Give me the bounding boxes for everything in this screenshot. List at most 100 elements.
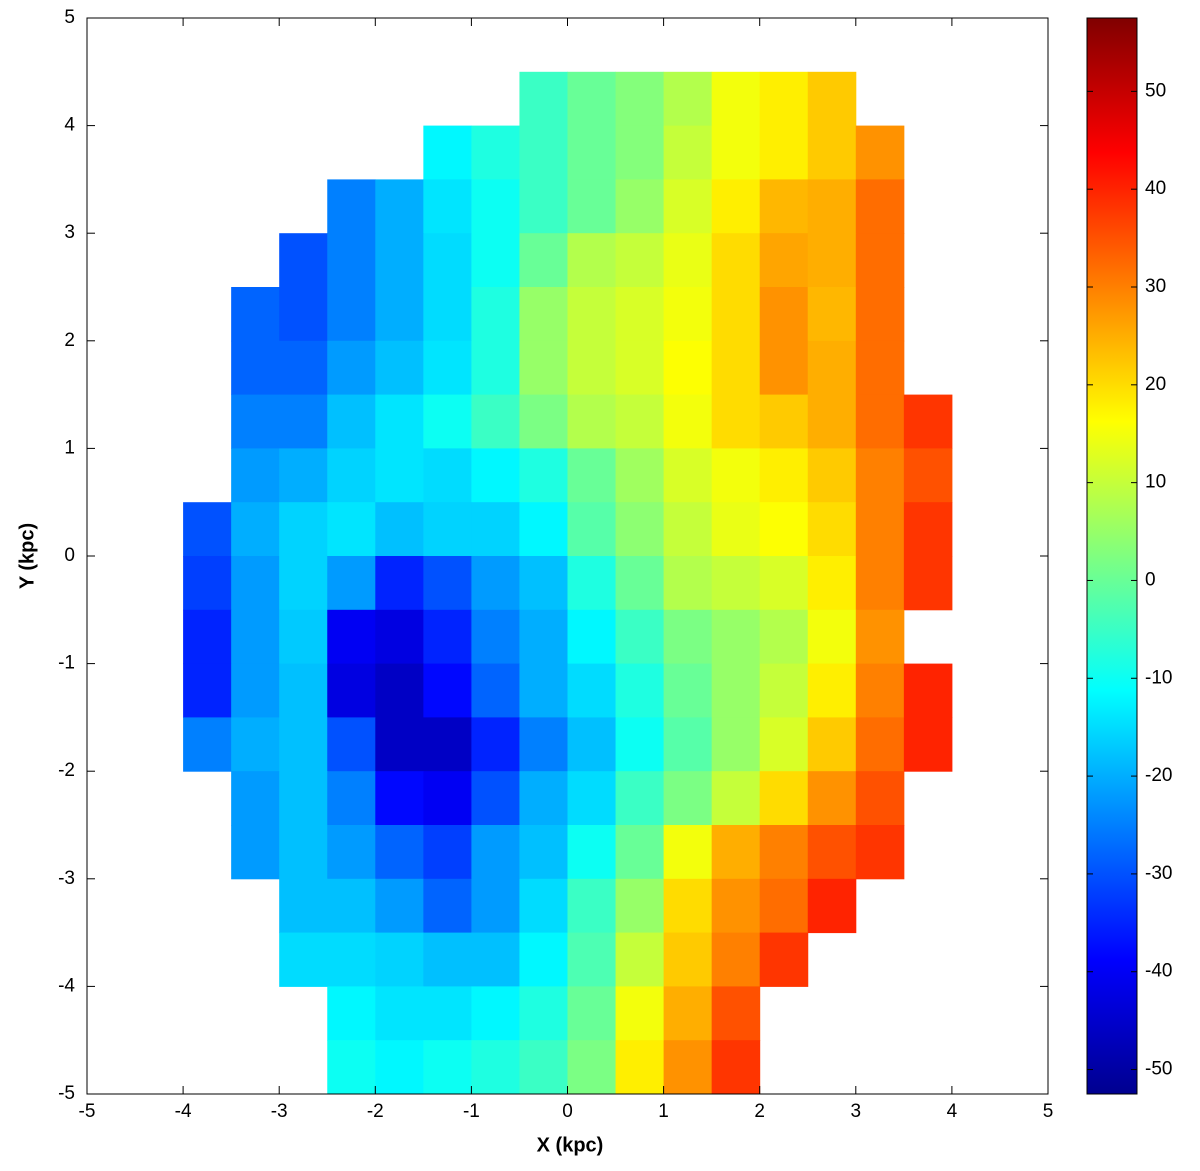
y-tick-label: 3 [64, 222, 75, 243]
colorbar-tick-label: 10 [1145, 472, 1166, 493]
cell [231, 556, 280, 611]
cell [567, 1040, 617, 1095]
cell [759, 233, 809, 288]
cell [327, 179, 376, 234]
cell [807, 502, 857, 557]
cell [423, 287, 472, 342]
cell [327, 502, 376, 557]
cell [279, 556, 328, 611]
cell [663, 125, 713, 180]
y-tick-label: -3 [58, 868, 75, 889]
cell [423, 986, 472, 1041]
cell [279, 448, 328, 503]
cell [855, 771, 905, 826]
cell [807, 233, 857, 288]
cell [759, 609, 809, 665]
cell [519, 609, 568, 665]
cell [423, 932, 472, 987]
cell [759, 556, 809, 611]
cell [615, 340, 665, 396]
cell [423, 179, 472, 234]
x-tick-label: -3 [271, 1101, 288, 1122]
cell [375, 609, 424, 665]
cell [711, 287, 761, 342]
x-axis-label: X (kpc) [537, 1134, 604, 1156]
y-tick-label: 0 [64, 545, 75, 566]
cell [327, 287, 376, 342]
x-tick-label: 4 [947, 1101, 958, 1122]
x-tick-label: 3 [851, 1101, 862, 1122]
cell [663, 825, 713, 880]
cell [615, 179, 665, 234]
cell [567, 233, 617, 288]
cell [327, 878, 376, 934]
colorbar-tick-label: 20 [1145, 374, 1166, 395]
x-tick-label: -4 [175, 1101, 192, 1122]
cell [423, 825, 472, 880]
cell [519, 717, 568, 772]
cell [807, 609, 857, 665]
cell [231, 502, 280, 557]
cell [567, 340, 617, 396]
cell [471, 340, 520, 396]
cell [711, 340, 761, 396]
cell [759, 125, 809, 180]
cell [423, 717, 472, 772]
cell [711, 609, 761, 665]
cell [231, 340, 280, 396]
cell [375, 986, 424, 1041]
cell [567, 287, 617, 342]
cell [807, 287, 857, 342]
y-tick-label: 4 [64, 115, 75, 136]
cell [807, 340, 857, 396]
cell [807, 825, 857, 880]
cell [903, 663, 953, 718]
cell [807, 448, 857, 503]
cell [615, 717, 665, 772]
cell [903, 556, 953, 611]
cell [519, 233, 568, 288]
cell [711, 825, 761, 880]
cell [231, 663, 280, 718]
cell [807, 878, 857, 934]
cell [423, 609, 472, 665]
cell [471, 448, 520, 503]
cell [519, 556, 568, 611]
y-tick-label: 1 [64, 437, 75, 458]
cell [711, 71, 761, 127]
cell [807, 771, 857, 826]
cell [327, 717, 376, 772]
cell [615, 287, 665, 342]
cell [423, 394, 472, 449]
cell [807, 125, 857, 180]
cell [519, 771, 568, 826]
y-tick-label: 2 [64, 330, 75, 351]
x-tick-label: 0 [562, 1101, 573, 1122]
cell [663, 1040, 713, 1095]
cell [471, 825, 520, 880]
cell [663, 502, 713, 557]
cell [519, 878, 568, 934]
cell [183, 609, 232, 665]
cell [711, 502, 761, 557]
cell [471, 394, 520, 449]
cell [471, 125, 520, 180]
cell [327, 663, 376, 718]
cell [375, 448, 424, 503]
x-tick-label: 1 [658, 1101, 669, 1122]
cell [711, 179, 761, 234]
cell [567, 502, 617, 557]
y-axis-label: Y (kpc) [16, 523, 38, 589]
cell [279, 878, 328, 934]
y-tick-label: -1 [58, 653, 75, 674]
cell [471, 663, 520, 718]
cell [375, 1040, 424, 1095]
cell [855, 340, 905, 396]
colorbar [1086, 17, 1138, 1095]
cell [471, 287, 520, 342]
cell [423, 878, 472, 934]
cell [327, 825, 376, 880]
cell [375, 663, 424, 718]
cell [279, 287, 328, 342]
